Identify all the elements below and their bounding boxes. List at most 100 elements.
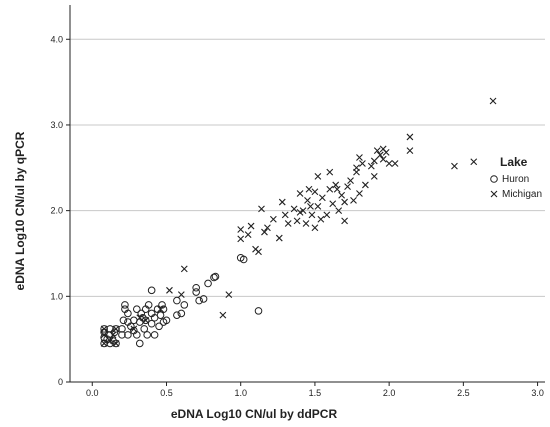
huron-point-33 <box>144 301 153 309</box>
michigan-point-4 <box>109 331 117 339</box>
michigan-point-37 <box>305 185 313 193</box>
huron-point-49 <box>180 301 189 309</box>
huron-point-54 <box>204 279 212 288</box>
michigan-point-25 <box>269 215 277 223</box>
x-tick-label-2: 1.0 <box>234 388 247 398</box>
huron-point-56 <box>211 272 220 281</box>
michigan-point-10 <box>157 305 164 313</box>
y-tick-label-3: 3.0 <box>50 120 63 130</box>
michigan-point-5 <box>112 325 120 333</box>
michigan-point-30 <box>290 205 298 213</box>
x-tick-label-1: 0.5 <box>160 388 173 398</box>
grid-lines <box>70 38 545 297</box>
michigan-point-66 <box>370 172 378 180</box>
huron-point-24 <box>132 305 141 313</box>
michigan-point-31 <box>293 217 301 225</box>
michigan-point-41 <box>311 188 319 196</box>
michigan-point-15 <box>225 291 233 298</box>
x-tick-label-6: 3.0 <box>531 388 544 398</box>
michigan-point-9 <box>142 316 150 324</box>
axes <box>66 5 545 386</box>
michigan-point-42 <box>314 202 322 210</box>
huron-point-48 <box>177 309 186 318</box>
michigan-point-27 <box>278 198 286 206</box>
michigan-point-48 <box>326 168 334 176</box>
huron-point-55 <box>210 273 218 282</box>
huron-point-50 <box>192 288 200 296</box>
michigan-point-53 <box>338 191 346 199</box>
legend-title: Lake <box>500 155 528 169</box>
michigan-point-50 <box>332 181 340 189</box>
legend-marker-michigan <box>490 190 498 198</box>
michigan-point-29 <box>284 220 292 227</box>
michigan-point-40 <box>311 224 319 232</box>
legend-label-michigan: Michigan <box>502 189 542 200</box>
michigan-point-74 <box>391 160 399 167</box>
michigan-point-72 <box>382 148 390 156</box>
huron-point-53 <box>199 295 208 303</box>
legend-marker-huron <box>490 175 498 183</box>
michigan-point-63 <box>359 160 366 167</box>
data-points <box>100 97 497 348</box>
x-tick-label-4: 2.0 <box>383 388 396 398</box>
huron-point-59 <box>254 307 263 315</box>
huron-point-26 <box>135 339 144 348</box>
michigan-point-3 <box>106 337 114 345</box>
huron-point-58 <box>239 255 248 264</box>
michigan-point-45 <box>318 194 326 202</box>
michigan-point-68 <box>373 147 381 155</box>
michigan-point-75 <box>406 133 414 141</box>
michigan-point-28 <box>281 211 289 219</box>
huron-point-36 <box>147 319 156 328</box>
michigan-point-64 <box>362 181 369 189</box>
huron-point-18 <box>124 309 132 318</box>
michigan-point-47 <box>326 185 334 193</box>
michigan-point-43 <box>314 172 322 180</box>
michigan-point-12 <box>180 265 188 273</box>
x-tick-label-5: 2.5 <box>457 388 470 398</box>
michigan-point-19 <box>247 222 255 230</box>
michigan-point-35 <box>302 220 310 227</box>
michigan-point-56 <box>344 183 351 191</box>
michigan-point-62 <box>356 190 363 197</box>
series-huron <box>100 253 263 348</box>
michigan-point-76 <box>406 147 414 155</box>
michigan-point-24 <box>264 224 271 232</box>
michigan-point-54 <box>341 217 348 225</box>
legend-items: Huron Michigan <box>490 174 542 200</box>
michigan-point-36 <box>304 196 311 204</box>
huron-point-29 <box>140 325 149 333</box>
x-axis-title: eDNA Log10 CN/ul by ddPCR <box>171 407 338 421</box>
x-tick-label-0: 0.0 <box>86 388 99 398</box>
michigan-point-22 <box>258 205 265 213</box>
huron-point-51 <box>192 283 200 292</box>
y-tick-label-4: 4.0 <box>50 34 63 44</box>
huron-point-52 <box>195 296 203 305</box>
michigan-point-11 <box>166 286 173 294</box>
huron-point-14 <box>119 316 128 325</box>
michigan-point-52 <box>335 207 343 215</box>
michigan-point-23 <box>261 228 268 236</box>
michigan-point-55 <box>341 198 348 206</box>
michigan-point-17 <box>237 226 245 233</box>
michigan-point-79 <box>489 97 497 105</box>
michigan-point-57 <box>347 177 354 185</box>
huron-point-40 <box>155 322 163 331</box>
michigan-point-38 <box>307 202 314 210</box>
michigan-point-46 <box>323 211 331 219</box>
huron-point-19 <box>124 331 132 339</box>
michigan-point-0 <box>100 340 108 347</box>
michigan-point-8 <box>136 314 144 322</box>
y-tick-label-2: 2.0 <box>50 206 63 216</box>
huron-point-32 <box>143 331 151 339</box>
michigan-point-58 <box>350 196 357 204</box>
huron-point-46 <box>173 311 181 319</box>
huron-point-16 <box>121 301 129 309</box>
x-tick-label-3: 1.5 <box>309 388 322 398</box>
michigan-point-65 <box>367 162 375 170</box>
michigan-point-16 <box>237 235 245 243</box>
michigan-point-34 <box>299 207 307 215</box>
huron-point-47 <box>173 296 181 305</box>
